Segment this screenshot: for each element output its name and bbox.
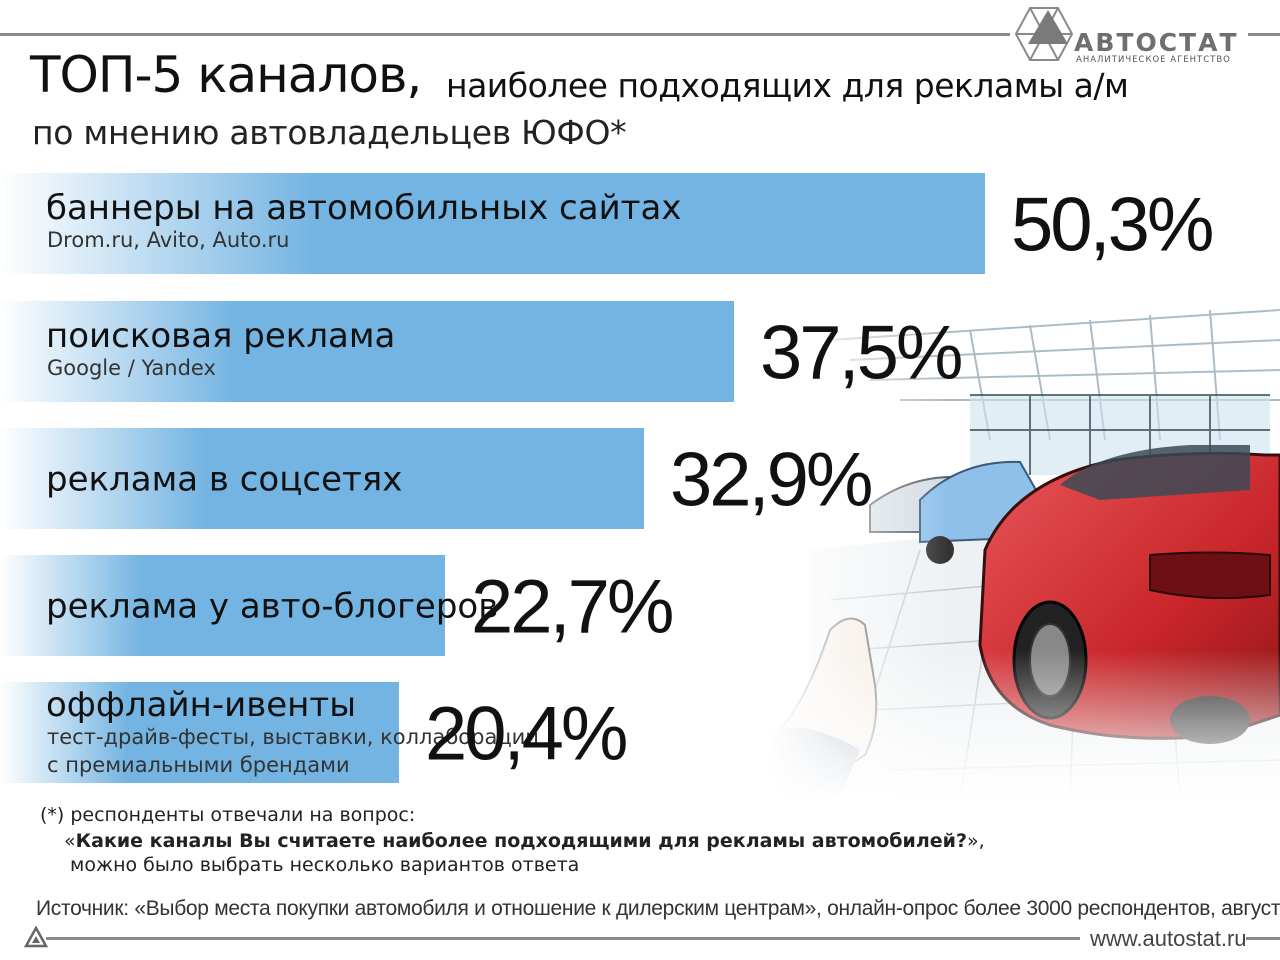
bar xyxy=(0,301,734,402)
bar-category-label: реклама у авто-блогеров xyxy=(46,587,498,627)
bar xyxy=(0,428,644,529)
bar xyxy=(0,555,445,656)
top-rule-right xyxy=(1248,33,1280,36)
bar-sublabel: тест-драйв-фесты, выставки, коллаборации xyxy=(47,725,539,749)
bar xyxy=(0,173,985,274)
footnote-line-2: «Какие каналы Вы считаете наиболее подхо… xyxy=(64,830,985,852)
bar-category-label: реклама в соцсетях xyxy=(46,460,402,500)
footnote-quote-open: « xyxy=(64,830,76,852)
footnote-quote-close: », xyxy=(966,830,985,852)
bar-value-label: 37,5% xyxy=(760,311,961,396)
footnote-line-1: (*) респонденты отвечали на вопрос: xyxy=(40,804,416,826)
bar-value-label: 32,9% xyxy=(670,438,871,523)
footnote-line-3: можно было выбрать несколько вариантов о… xyxy=(70,854,580,876)
bar-value-label: 22,7% xyxy=(471,565,672,650)
bar-category-label: оффлайн-ивенты xyxy=(46,685,356,725)
bar-value-label: 50,3% xyxy=(1011,183,1212,268)
logo-tagline: АНАЛИТИЧЕСКОЕ АГЕНТСТВО xyxy=(1076,55,1231,65)
source-note: Источник: «Выбор места покупки автомобил… xyxy=(36,897,1280,920)
chart-title-rest: наиболее подходящих для рекламы а/м xyxy=(446,66,1129,105)
bar-group: реклама в соцсетях 32,9% xyxy=(0,428,874,529)
logo-name: АВТОСТАТ xyxy=(1074,28,1239,57)
bar xyxy=(0,682,399,783)
bottom-triangle-icon xyxy=(24,926,48,948)
chart-title: ТОП-5 каналов, xyxy=(30,46,422,104)
bar-sublabel: с премиальными брендами xyxy=(47,753,350,777)
top-rule xyxy=(0,33,1010,36)
bar-sublabel: Google / Yandex xyxy=(47,356,216,380)
chart-subtitle: по мнению автовладельцев ЮФО* xyxy=(32,113,627,152)
bar-category-label: баннеры на автомобильных сайтах xyxy=(46,188,681,228)
bottom-rule xyxy=(46,937,1080,940)
bar-category-label: поисковая реклама xyxy=(46,316,395,356)
bar-sublabel: Drom.ru, Avito, Auto.ru xyxy=(47,228,289,252)
bar-value-label: 20,4% xyxy=(425,692,626,777)
website-link[interactable]: www.autostat.ru xyxy=(1090,926,1247,951)
bar-group: баннеры на автомобильных сайтахDrom.ru, … xyxy=(0,173,1215,274)
autostat-logo-icon xyxy=(1014,7,1074,61)
bottom-rule-right xyxy=(1246,937,1280,940)
car-showroom-illustration xyxy=(770,300,1280,800)
footnote-question: Какие каналы Вы считаете наиболее подход… xyxy=(75,830,967,852)
